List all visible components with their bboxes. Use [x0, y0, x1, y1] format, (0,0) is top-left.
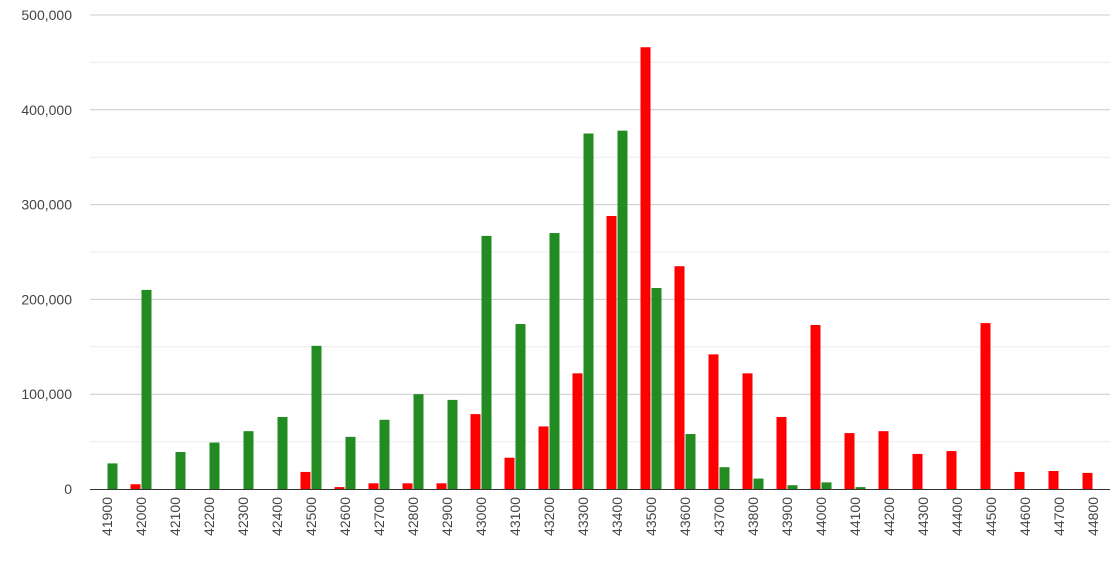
x-tick-label: 43200	[541, 497, 557, 536]
green-bar-43900	[787, 485, 798, 489]
red-bar-44600	[1014, 471, 1025, 489]
green-bar-44100	[855, 487, 866, 489]
green-bar-43400	[617, 130, 628, 489]
x-tick-label: 42800	[405, 497, 421, 536]
green-bar-41900	[107, 463, 118, 489]
x-tick-label: 44200	[881, 497, 897, 536]
green-bar-43700	[719, 467, 730, 489]
green-bar-43000	[481, 235, 492, 489]
red-bar-43600	[674, 266, 685, 489]
green-bar-42300	[243, 431, 254, 489]
red-bar-43100	[504, 457, 515, 489]
red-bar-44800	[1082, 472, 1093, 489]
y-tick-label: 100,000	[21, 386, 72, 402]
red-bar-42700	[368, 483, 379, 489]
x-tick-label: 43000	[473, 497, 489, 536]
x-tick-label: 44000	[813, 497, 829, 536]
x-tick-label: 43400	[609, 497, 625, 536]
red-bar-43400	[606, 215, 617, 489]
green-bar-42500	[311, 345, 322, 489]
x-tick-label: 42400	[269, 497, 285, 536]
y-axis-ticks: 0 100,000 200,000 300,000 400,000 500,000	[21, 7, 72, 497]
green-bar-43200	[549, 233, 560, 489]
x-tick-label: 42300	[235, 497, 251, 536]
red-bar-43300	[572, 373, 583, 489]
red-bar-42600	[334, 487, 345, 489]
x-tick-label: 41900	[99, 497, 115, 536]
red-bar-43200	[538, 426, 549, 489]
x-tick-label: 43300	[575, 497, 591, 536]
x-tick-label: 44100	[847, 497, 863, 536]
x-tick-label: 42700	[371, 497, 387, 536]
red-bar-44000	[810, 324, 821, 489]
grid-lines	[90, 14, 1110, 443]
y-tick-label: 400,000	[21, 102, 72, 118]
x-axis-ticks: 41900 42000 42100 42200 42300 42400 42500 42600…	[99, 497, 1101, 536]
green-bar-42100	[175, 452, 186, 489]
x-tick-label: 43100	[507, 497, 523, 536]
red-bar-42800	[402, 483, 413, 489]
x-tick-label: 43900	[779, 497, 795, 536]
green-bar-43800	[753, 478, 764, 489]
x-tick-label: 44400	[949, 497, 965, 536]
y-tick-label: 500,000	[21, 7, 72, 23]
x-tick-label: 44600	[1017, 497, 1033, 536]
x-tick-label: 43700	[711, 497, 727, 536]
red-bar-42500	[300, 471, 311, 489]
red-bar-44700	[1048, 470, 1059, 489]
green-bar-42400	[277, 416, 288, 489]
red-bar-43500	[640, 47, 651, 490]
green-bar-42600	[345, 436, 356, 489]
red-bar-42900	[436, 483, 447, 489]
x-tick-label: 42200	[201, 497, 217, 536]
green-bar-43300	[583, 133, 594, 489]
red-bar-42000	[130, 484, 141, 489]
red-bar-44300	[912, 453, 923, 489]
green-bar-42200	[209, 442, 220, 489]
x-tick-label: 42500	[303, 497, 319, 536]
y-tick-label: 0	[64, 481, 72, 497]
red-bar-44500	[980, 323, 991, 489]
green-bar-43100	[515, 324, 526, 489]
x-tick-label: 42100	[167, 497, 183, 536]
green-bar-43500	[651, 288, 662, 489]
red-bar-43800	[742, 373, 753, 489]
bars	[107, 47, 1093, 490]
x-tick-label: 42600	[337, 497, 353, 536]
green-bar-44000	[821, 482, 832, 489]
x-tick-label: 43800	[745, 497, 761, 536]
green-bar-42700	[379, 419, 390, 489]
green-bar-42900	[447, 399, 458, 489]
red-bar-44400	[946, 451, 957, 489]
x-tick-label: 43500	[643, 497, 659, 536]
x-tick-label: 44800	[1085, 497, 1101, 536]
x-tick-label: 42000	[133, 497, 149, 536]
red-bar-44200	[878, 431, 889, 489]
red-bar-43000	[470, 414, 481, 489]
green-bar-42000	[141, 289, 152, 489]
x-tick-label: 43600	[677, 497, 693, 536]
x-tick-label: 42900	[439, 497, 455, 536]
green-bar-43600	[685, 434, 696, 489]
red-bar-43700	[708, 354, 719, 489]
green-bar-42800	[413, 394, 424, 489]
x-tick-label: 44700	[1051, 497, 1067, 536]
x-tick-label: 44300	[915, 497, 931, 536]
red-bar-43900	[776, 416, 787, 489]
y-tick-label: 200,000	[21, 291, 72, 307]
red-bar-44100	[844, 433, 855, 489]
x-tick-label: 44500	[983, 497, 999, 536]
y-tick-label: 300,000	[21, 197, 72, 213]
